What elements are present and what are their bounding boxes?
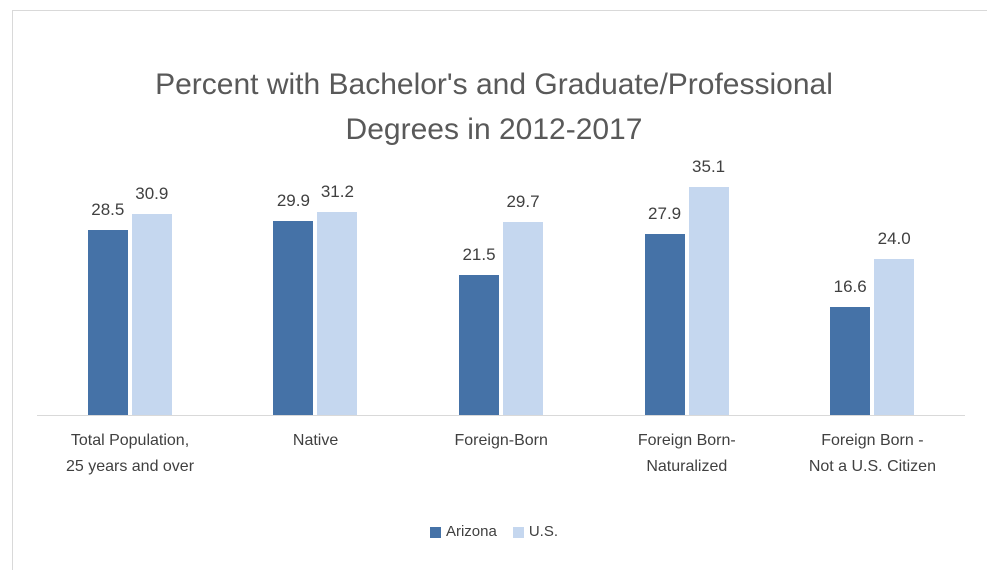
bar [644,233,685,415]
chart-frame [12,10,987,570]
data-label: 21.5 [462,245,496,265]
data-label: 16.6 [833,277,867,297]
data-label: 27.9 [648,203,682,223]
x-tick-label-line: Foreign-Born [454,432,548,449]
data-label: 30.9 [135,184,169,204]
chart-title: Percent with Bachelor's and Graduate/Pro… [155,68,833,146]
legend-label: U.S. [528,523,559,540]
x-tick-label-line: Foreign Born- [637,432,736,449]
data-label: 29.9 [276,190,310,210]
x-tick-label-line: Total Population, [70,432,190,449]
data-label: 35.1 [692,156,726,176]
data-label: 31.2 [320,182,354,202]
legend: Arizona U.S. [0,523,988,540]
legend-item: Arizona [429,523,497,540]
x-tick-label: Foreign-Born [408,428,594,454]
x-tick-label-line: Not a U.S. Citizen [808,458,936,475]
bar [688,186,729,415]
bar [874,259,915,415]
bar [131,214,172,415]
x-tick-label: Total Population, 25 years and over [37,428,223,480]
x-tick-label-line: Native [292,432,339,449]
bar [503,221,543,415]
data-label: 29.7 [506,191,540,211]
data-label: 24.0 [877,229,911,248]
legend-item: U.S. [512,523,559,540]
x-tick-label: Foreign Born - Not a U.S. Citizen [779,428,965,480]
data-label: 28.5 [91,199,125,219]
bar [87,229,128,415]
legend-label: Arizona [445,523,497,540]
legend-swatch [429,526,441,538]
bar [273,220,314,415]
x-tick-label: Native [223,428,409,454]
bar [459,275,499,415]
bar [830,307,871,415]
baseline [37,415,965,416]
x-tick-label: Foreign Born- Naturalized [594,428,780,480]
bar [317,212,358,415]
x-tick-label-line: Naturalized [646,458,728,475]
legend-swatch [512,526,524,538]
x-tick-label-line: Foreign Born - [821,432,924,449]
x-tick-label-line: 25 years and over [65,458,195,475]
